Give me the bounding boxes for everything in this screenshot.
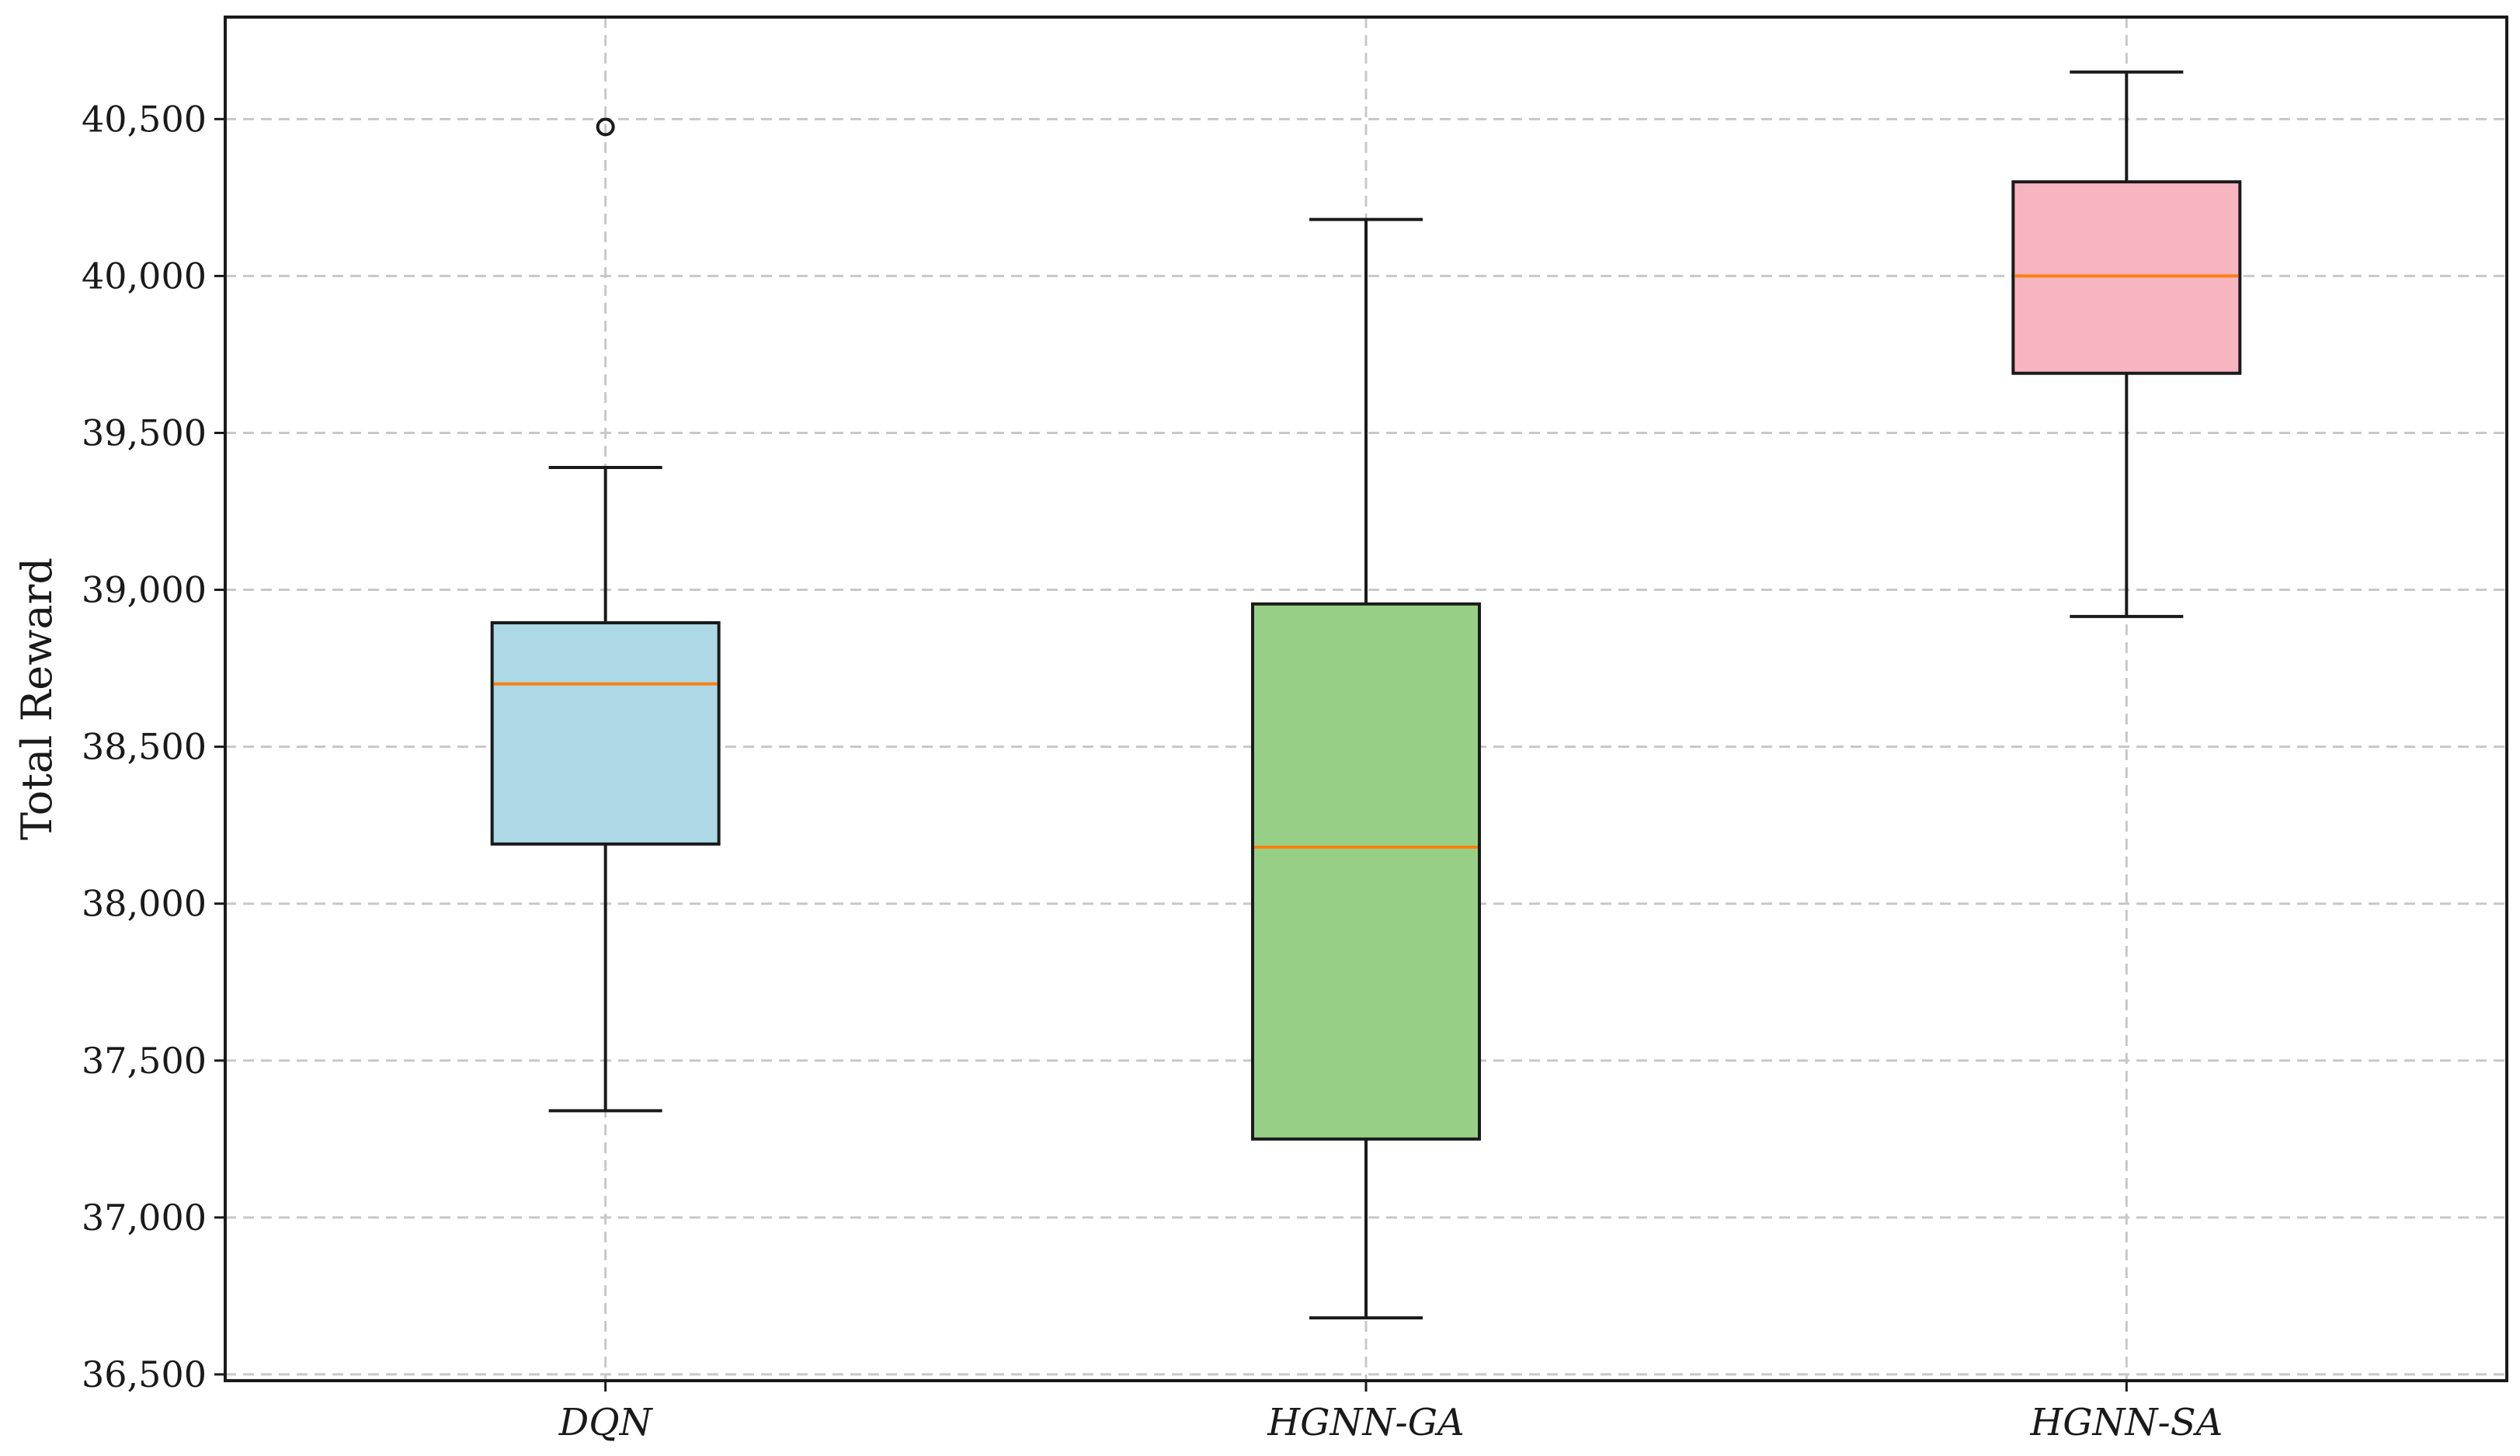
outlier-point [596, 117, 615, 137]
y-tick-label: 39,500 [82, 412, 207, 453]
iqr-box [1251, 602, 1481, 1141]
y-tick-label: 39,000 [82, 569, 207, 611]
y-tick-label: 40,500 [82, 98, 207, 140]
y-axis-title: Total Reward [12, 558, 61, 840]
y-tick-label: 36,500 [82, 1353, 207, 1395]
iqr-box [2011, 180, 2242, 375]
box-dqn [490, 117, 721, 1113]
x-tick-label: DQN [558, 1401, 654, 1444]
y-tick-label: 40,000 [82, 255, 207, 297]
y-tick-label: 38,000 [82, 883, 207, 925]
y-tick-label: 38,500 [82, 726, 207, 768]
x-tick-label: HGNN-SA [2029, 1401, 2223, 1444]
x-tick-label: HGNN-GA [1267, 1401, 1464, 1444]
y-tick-label: 37,500 [82, 1040, 207, 1082]
y-tick-label: 37,000 [82, 1197, 207, 1239]
box-hgnn-ga [1251, 217, 1481, 1320]
box-hgnn-sa [2011, 70, 2242, 618]
iqr-box [490, 620, 721, 846]
box-layer [490, 70, 2242, 1320]
tick-layer: 36,500 37,000 37,500 38,000 38,500 39,000 39,5… [82, 98, 2223, 1444]
